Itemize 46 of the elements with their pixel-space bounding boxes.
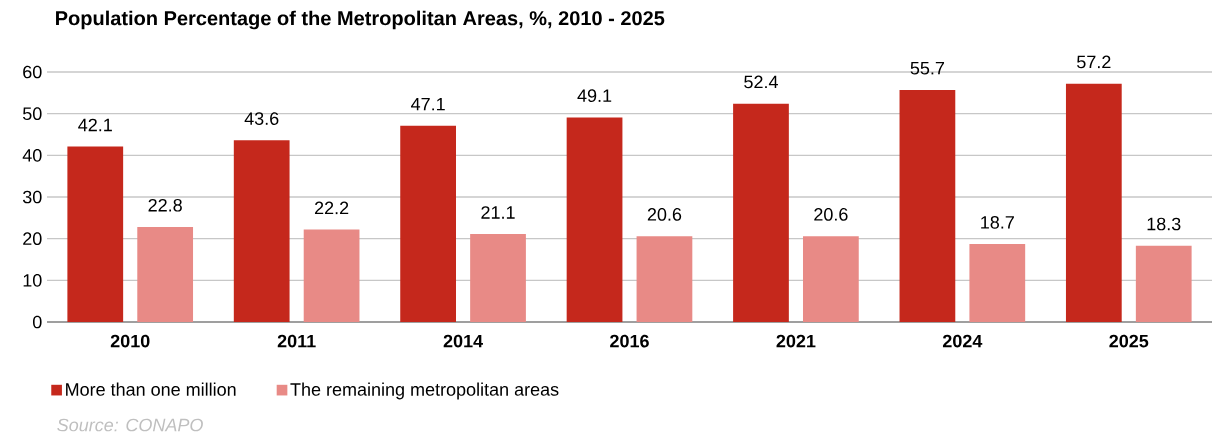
data-label: 20.6 (647, 208, 682, 221)
bar (1065, 83, 1122, 322)
data-label: 57.2 (1077, 55, 1111, 69)
bar (636, 236, 693, 322)
y-tick-label: 60 (23, 65, 42, 79)
bar (67, 146, 124, 322)
x-tick-label: 2024 (942, 334, 983, 348)
x-tick-label: 2025 (1109, 334, 1149, 348)
y-tick-label: 30 (22, 190, 42, 204)
data-label: 22.2 (314, 201, 349, 215)
bar (137, 227, 194, 322)
data-label: 18.3 (1147, 217, 1181, 231)
bar (969, 244, 1026, 322)
x-tick-label: 2016 (610, 334, 649, 348)
y-tick-label: 50 (22, 107, 42, 121)
legend-label: The remaining metropolitan areas (290, 382, 559, 400)
data-label: 20.6 (814, 208, 848, 221)
data-label: 55.7 (910, 61, 945, 75)
bar (803, 236, 859, 322)
data-label: 21.1 (481, 206, 515, 219)
data-label: 42.1 (78, 118, 112, 132)
bar (733, 103, 789, 322)
x-tick-label: 2011 (277, 334, 316, 348)
data-label: 22.8 (148, 198, 182, 212)
x-tick-label: 2010 (110, 334, 150, 348)
y-tick-label: 0 (32, 315, 42, 329)
legend-label: More than one million (66, 382, 236, 396)
bar (470, 234, 526, 322)
data-label: 18.7 (981, 215, 1014, 229)
bar (566, 117, 623, 322)
data-label: 43.6 (244, 112, 279, 125)
bar (400, 125, 456, 322)
source-note: Source: CONAPO (57, 418, 203, 432)
chart-title: Population Percentage of the Metropolitan Areas, %, 2010 - 2025 (56, 10, 665, 30)
data-label: 52.4 (744, 75, 778, 89)
data-label: 49.1 (577, 89, 612, 103)
bar (233, 140, 290, 322)
x-tick-label: 2021 (776, 334, 816, 348)
y-tick-label: 20 (23, 232, 42, 246)
y-tick-label: 40 (22, 148, 42, 162)
bar (303, 229, 360, 322)
y-tick-label: 10 (23, 273, 42, 287)
bar (1135, 245, 1192, 322)
x-tick-label: 2014 (443, 334, 483, 348)
data-label: 47.1 (411, 97, 445, 111)
bar (899, 89, 956, 322)
